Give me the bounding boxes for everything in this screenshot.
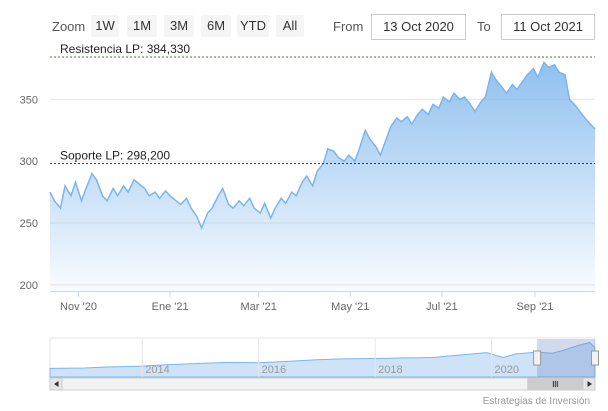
arrow-right-icon [587,381,592,387]
y-axis: 200 250 300 350 [20,94,38,291]
y-tick-label: 300 [20,156,38,168]
x-tick-label: Ene '21 [152,301,189,313]
zoom-1w-button[interactable]: 1W [91,15,119,37]
navigator-right-handle[interactable] [591,350,599,366]
arrow-left-icon [54,381,59,387]
scrollbar-track[interactable] [49,377,596,391]
zoom-ytd-button[interactable]: YTD [237,15,269,37]
level-label: Resistencia LP: 384,330 [60,42,190,56]
chart-credit[interactable]: Estrategias de Inversión [483,396,590,407]
price-area [50,62,595,292]
navigator-selection[interactable] [537,339,595,377]
level-lines: Resistencia LP: 384,330 Soporte LP: 298,2… [50,42,595,164]
scrollbar[interactable] [49,377,596,391]
zoom-1m-button[interactable]: 1M [127,15,157,37]
zoom-3m-button[interactable]: 3M [164,15,194,37]
navigator-axis: 2014 2016 2018 2020 [141,339,519,377]
x-tick-label: Jul '21 [426,301,457,313]
y-tick-label: 200 [20,280,38,292]
navigator-tick-label: 2020 [495,364,519,376]
to-label: To [477,19,491,34]
x-tick-label: Sep '21 [516,301,553,313]
navigator-tick-label: 2018 [378,364,402,376]
x-tick-label: May '21 [331,301,369,313]
y-tick-label: 350 [20,94,38,106]
x-tick-label: Nov '20 [60,301,97,313]
navigator-tick-label: 2016 [262,364,286,376]
y-tick-label: 250 [20,218,38,230]
from-date-input[interactable]: 13 Oct 2020 [371,14,466,40]
zoom-label: Zoom [52,19,86,34]
grip-icon [552,381,558,387]
to-date-input[interactable]: 11 Oct 2021 [501,14,595,40]
zoom-all-button[interactable]: All [276,15,304,37]
range-selector: Zoom 1W 1M 3M 6M YTD All From 13 Oct 202… [0,0,608,50]
x-tick-label: Mar '21 [241,301,277,313]
navigator-tick-label: 2014 [145,364,169,376]
from-label: From [333,19,364,34]
navigator-left-handle[interactable] [533,350,542,366]
navigator[interactable]: 2014 2016 2018 2020 [49,337,599,378]
x-axis: Nov '20 Ene '21 Mar '21 May '21 Jul '21 Sep '… [60,291,553,313]
zoom-6m-button[interactable]: 6M [201,15,231,37]
level-label: Soporte LP: 298,200 [60,148,170,162]
navigator-series [49,342,596,378]
